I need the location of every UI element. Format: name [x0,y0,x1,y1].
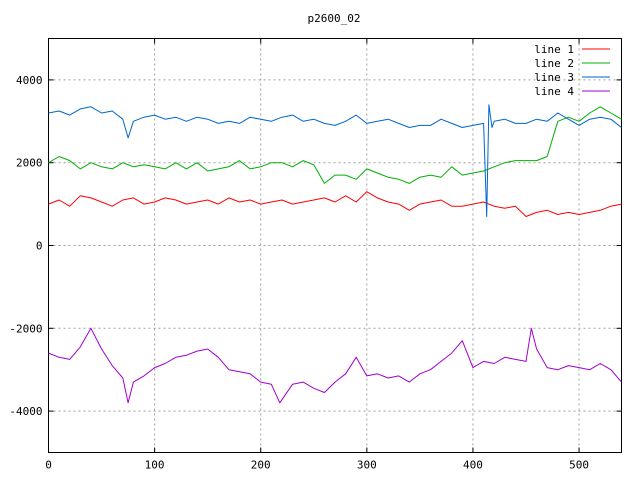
x-tick-label: 100 [145,459,165,472]
y-tick-label: -2000 [9,322,42,335]
x-tick-label: 300 [357,459,377,472]
series-line-3 [48,104,622,217]
y-tick-label: 2000 [16,157,43,170]
y-tick-label: 0 [36,240,43,253]
series-line-1 [48,191,622,217]
legend-label-3: line 3 [534,71,574,84]
series-line-2 [48,106,622,184]
tick-layer: 0 100 200 300 400 500 -4000 -2000 0 2000 4000 [9,38,622,472]
x-tick-label: 400 [463,459,483,472]
x-tick-label: 0 [45,459,52,472]
y-tick-label: -4000 [9,405,42,418]
series-line-4 [48,327,622,404]
series-layer [48,104,622,404]
x-tick-label: 200 [251,459,271,472]
grid-layer [48,38,622,453]
x-tick-label: 500 [569,459,589,472]
legend-label-4: line 4 [534,85,574,98]
y-tick-label: 4000 [16,74,43,87]
legend-label-2: line 2 [534,57,574,70]
legend-label-1: line 1 [534,43,574,56]
chart-title: p2600_02 [308,12,361,25]
